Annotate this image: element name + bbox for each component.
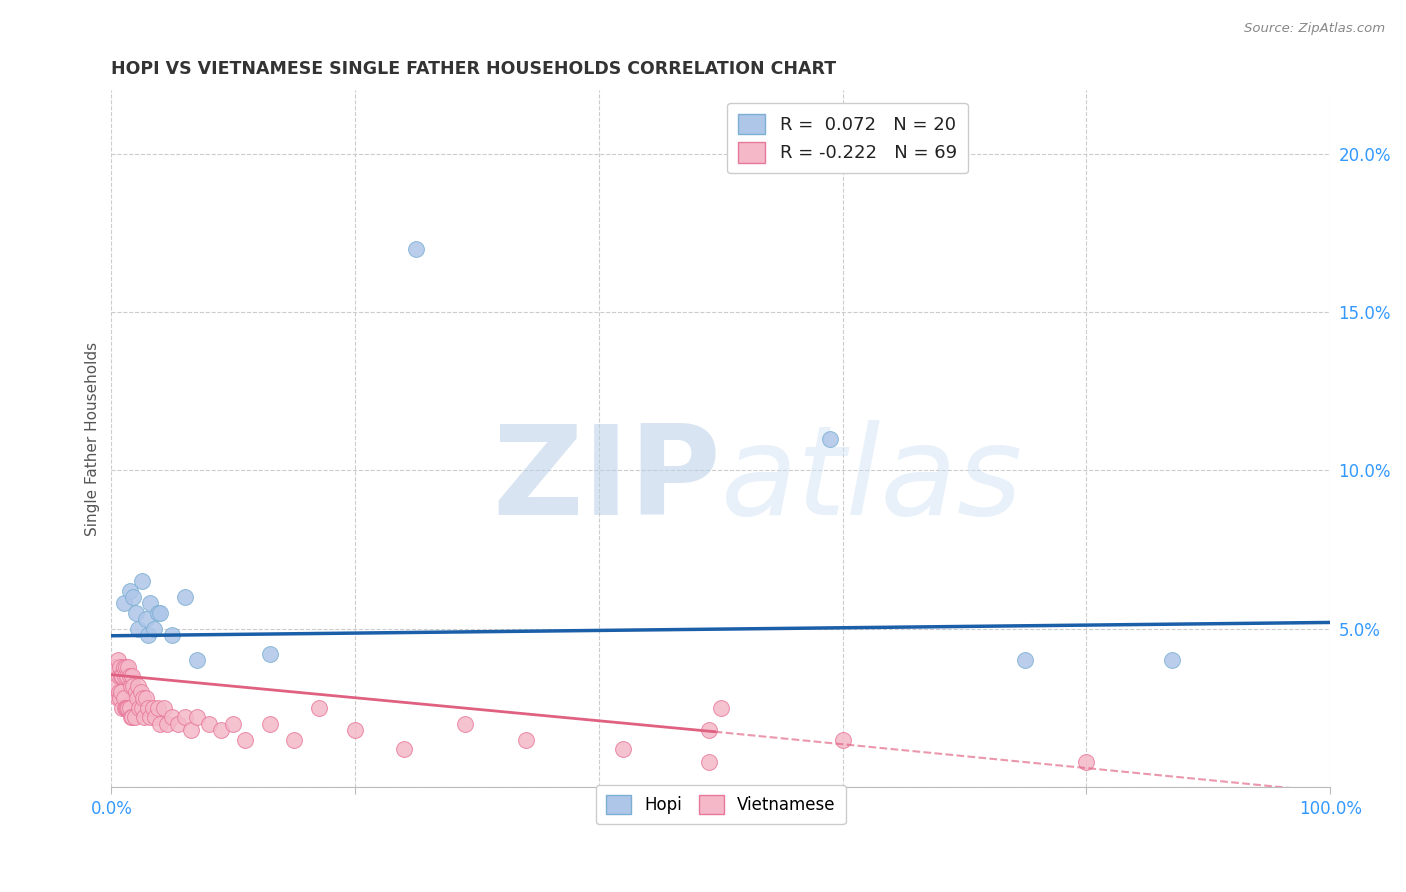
Point: [121, 710, 143, 724]
Point: [173, 590, 195, 604]
Point: [1160, 653, 1182, 667]
Point: [112, 691, 135, 706]
Point: [128, 701, 150, 715]
Point: [107, 685, 129, 699]
Point: [1076, 755, 1098, 769]
Point: [143, 710, 166, 724]
Text: ZIP: ZIP: [492, 420, 721, 541]
Point: [110, 669, 132, 683]
Point: [831, 732, 853, 747]
Point: [114, 701, 136, 715]
Point: [697, 723, 720, 738]
Point: [149, 606, 172, 620]
Point: [117, 701, 139, 715]
Point: [122, 590, 145, 604]
Point: [131, 701, 153, 715]
Point: [198, 716, 221, 731]
Point: [135, 612, 157, 626]
Point: [125, 606, 148, 620]
Point: [162, 710, 184, 724]
Point: [134, 710, 156, 724]
Point: [136, 628, 159, 642]
Point: [127, 679, 149, 693]
Point: [180, 723, 202, 738]
Point: [710, 701, 733, 715]
Point: [344, 723, 367, 738]
Text: atlas: atlas: [721, 420, 1024, 541]
Point: [118, 669, 141, 683]
Point: [112, 660, 135, 674]
Point: [108, 691, 131, 706]
Point: [515, 732, 537, 747]
Point: [127, 622, 149, 636]
Point: [149, 716, 172, 731]
Point: [308, 701, 330, 715]
Point: [209, 723, 232, 738]
Point: [283, 732, 305, 747]
Point: [125, 685, 148, 699]
Point: [117, 660, 139, 674]
Point: [110, 685, 132, 699]
Point: [108, 660, 131, 674]
Point: [1014, 653, 1036, 667]
Point: [135, 691, 157, 706]
Point: [114, 669, 136, 683]
Point: [107, 653, 129, 667]
Point: [121, 669, 143, 683]
Point: [186, 710, 208, 724]
Point: [167, 716, 190, 731]
Point: [115, 660, 138, 674]
Point: [111, 701, 134, 715]
Point: [235, 732, 257, 747]
Point: [112, 597, 135, 611]
Point: [820, 432, 842, 446]
Point: [105, 679, 128, 693]
Point: [146, 606, 169, 620]
Text: HOPI VS VIETNAMESE SINGLE FATHER HOUSEHOLDS CORRELATION CHART: HOPI VS VIETNAMESE SINGLE FATHER HOUSEHO…: [111, 60, 837, 78]
Point: [107, 669, 129, 683]
Point: [120, 710, 142, 724]
Point: [118, 583, 141, 598]
Point: [131, 574, 153, 589]
Point: [132, 691, 155, 706]
Point: [173, 710, 195, 724]
Point: [107, 691, 129, 706]
Point: [697, 755, 720, 769]
Point: [156, 716, 179, 731]
Point: [222, 716, 245, 731]
Point: [117, 701, 139, 715]
Point: [122, 679, 145, 693]
Point: [129, 685, 152, 699]
Point: [104, 660, 127, 674]
Point: [111, 669, 134, 683]
Point: [143, 622, 166, 636]
Point: [117, 669, 139, 683]
Text: Source: ZipAtlas.com: Source: ZipAtlas.com: [1244, 22, 1385, 36]
Point: [118, 701, 141, 715]
Point: [259, 647, 281, 661]
Point: [146, 701, 169, 715]
Point: [454, 716, 477, 731]
Point: [186, 653, 208, 667]
Point: [120, 679, 142, 693]
Point: [139, 710, 162, 724]
Legend: Hopi, Vietnamese: Hopi, Vietnamese: [596, 785, 845, 824]
Point: [124, 710, 146, 724]
Point: [153, 701, 176, 715]
Y-axis label: Single Father Households: Single Father Households: [86, 342, 100, 536]
Point: [259, 716, 281, 731]
Point: [115, 701, 138, 715]
Point: [612, 742, 634, 756]
Point: [142, 701, 165, 715]
Point: [405, 242, 427, 256]
Point: [139, 597, 162, 611]
Point: [392, 742, 415, 756]
Point: [125, 691, 148, 706]
Point: [136, 701, 159, 715]
Point: [162, 628, 184, 642]
